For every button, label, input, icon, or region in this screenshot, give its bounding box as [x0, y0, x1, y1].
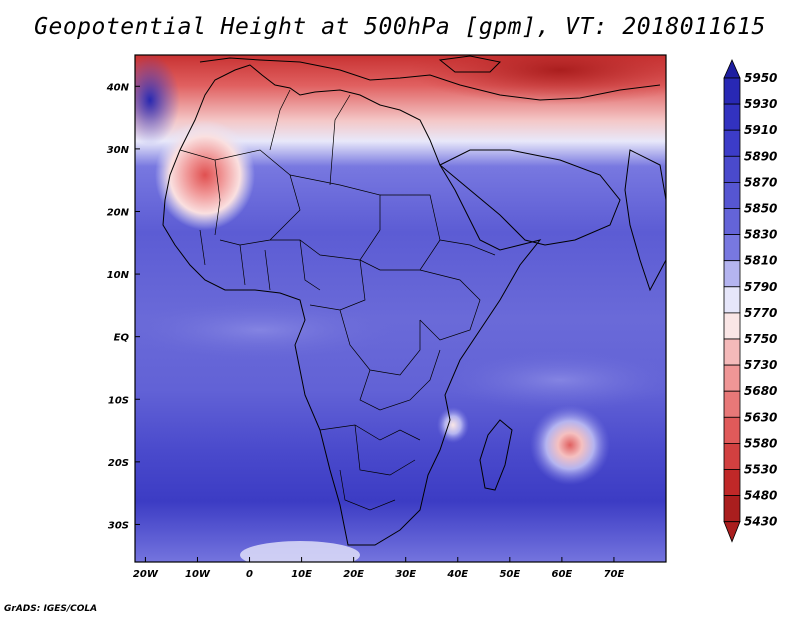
grads-credit: GrADS: IGES/COLA — [4, 604, 98, 614]
lon-tick-label: 10W — [185, 569, 211, 580]
india-coastline — [624, 149, 666, 292]
lon-tick-label: 0 — [246, 569, 253, 580]
coastlines — [162, 55, 666, 546]
country-borders — [179, 89, 496, 511]
map-title: Geopotential Height at 500hPa [gpm], VT:… — [34, 14, 766, 40]
lon-tick-label: 10E — [291, 569, 312, 580]
black-sea — [438, 55, 502, 73]
arabia-coastline — [439, 149, 621, 246]
lat-tick-label: 20N — [107, 207, 130, 218]
lon-tick-label: 50E — [499, 569, 520, 580]
lon-tick-labels: 20W 10W 0 10E 20E 30E 40E 50E 60E 70E — [133, 569, 625, 580]
axis-tickmarks — [135, 85, 615, 562]
lat-tick-label: 40N — [106, 82, 130, 93]
height-field — [135, 55, 666, 562]
europe-coastline — [199, 57, 661, 101]
lon-tick-label: 60E — [552, 569, 573, 580]
madagascar-coastline — [479, 419, 513, 491]
lat-tick-label: 10N — [107, 270, 130, 281]
africa-coastline — [162, 64, 542, 546]
lat-tick-labels: 40N 30N 20N 10N EQ 10S 20S 30S — [106, 82, 130, 531]
lon-tick-label: 70E — [604, 569, 625, 580]
lon-tick-label: 20W — [133, 569, 159, 580]
lon-tick-label: 20E — [343, 569, 364, 580]
lat-tick-label: 20S — [108, 458, 129, 469]
lon-tick-label: 40E — [446, 569, 468, 580]
lon-tick-label: 30E — [395, 569, 416, 580]
lat-tick-label: EQ — [114, 333, 130, 344]
lat-tick-label: 30N — [107, 145, 130, 156]
lat-tick-label: 10S — [108, 395, 129, 406]
map-frame — [134, 54, 667, 563]
lat-tick-label: 30S — [108, 520, 129, 531]
